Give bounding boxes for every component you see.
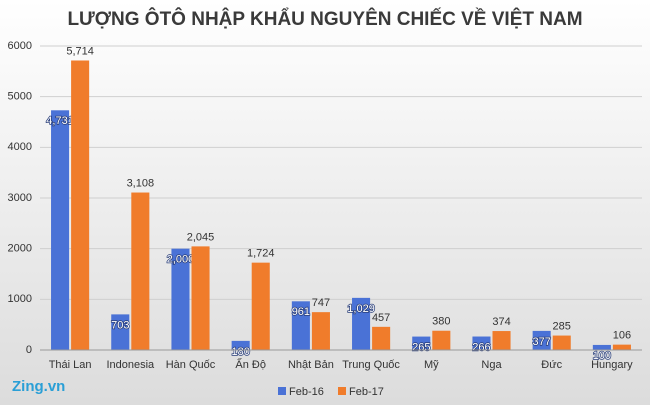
bar xyxy=(51,110,70,351)
legend-swatch xyxy=(278,387,286,395)
bar xyxy=(111,314,130,350)
data-label: 285 xyxy=(553,320,571,332)
x-tick-label: Indonesia xyxy=(106,359,155,371)
data-label: 961 xyxy=(292,306,310,318)
bar xyxy=(492,331,511,350)
x-tick-label: Nga xyxy=(481,359,502,371)
x-tick-label: Nhật Bản xyxy=(288,359,334,371)
y-tick-label: 0 xyxy=(26,344,32,356)
bar xyxy=(311,312,330,350)
x-tick-label: Hàn Quốc xyxy=(166,359,216,371)
legend-label: Feb-17 xyxy=(349,386,384,398)
bar xyxy=(71,60,90,351)
x-tick-label: Thái Lan xyxy=(49,359,92,371)
chart-title: LƯỢNG ÔTÔ NHẬP KHẨU NGUYÊN CHIẾC VỀ VIỆT… xyxy=(67,8,582,30)
x-tick-label: Mỹ xyxy=(424,359,439,371)
y-tick-label: 2000 xyxy=(8,243,32,255)
y-tick-label: 3000 xyxy=(8,192,32,204)
data-label: 5,714 xyxy=(66,45,94,57)
data-label: 106 xyxy=(613,330,631,342)
bar xyxy=(592,344,611,350)
bar xyxy=(532,330,551,350)
watermark: Zing.vn xyxy=(12,378,65,395)
x-tick-label: Trung Quốc xyxy=(342,359,400,371)
data-label: 457 xyxy=(372,312,390,324)
data-label: 4,731 xyxy=(46,115,74,127)
legend-label: Feb-16 xyxy=(289,386,324,398)
data-label: 703 xyxy=(111,319,129,331)
bar xyxy=(291,301,310,350)
legend-swatch xyxy=(338,387,346,395)
x-tick-label: Đức xyxy=(541,359,562,371)
data-label: 374 xyxy=(492,316,510,328)
bar xyxy=(171,248,190,350)
data-label: 377 xyxy=(532,336,550,348)
data-label: 100 xyxy=(593,350,611,362)
data-label: 2,000 xyxy=(167,254,195,266)
x-tick-label: Hungary xyxy=(591,359,633,371)
data-label: 380 xyxy=(432,316,450,328)
bar xyxy=(251,262,270,350)
y-tick-label: 6000 xyxy=(8,40,32,52)
data-label: 1,724 xyxy=(247,248,275,260)
data-label: 2,045 xyxy=(187,231,215,243)
bar xyxy=(372,326,391,350)
bar xyxy=(472,336,491,350)
bar xyxy=(432,330,451,350)
bar xyxy=(131,192,150,350)
bar xyxy=(191,246,210,350)
bar xyxy=(552,335,571,350)
data-label: 747 xyxy=(312,297,330,309)
data-label: 265 xyxy=(412,341,430,353)
y-tick-label: 1000 xyxy=(8,293,32,305)
data-label: 180 xyxy=(231,346,249,358)
bar xyxy=(612,344,631,350)
data-label: 1,029 xyxy=(347,303,375,315)
bar xyxy=(412,336,431,350)
y-tick-label: 4000 xyxy=(8,141,32,153)
data-label: 266 xyxy=(472,341,490,353)
bar xyxy=(231,340,250,350)
data-label: 3,108 xyxy=(127,177,155,189)
y-tick-label: 5000 xyxy=(8,91,32,103)
bar xyxy=(352,297,371,350)
x-tick-label: Ấn Độ xyxy=(235,358,266,371)
